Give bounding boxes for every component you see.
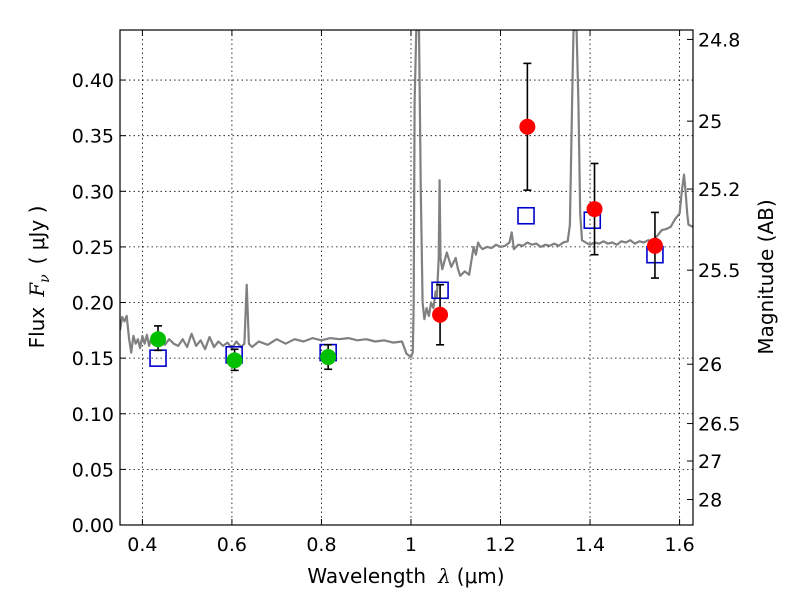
y-tick-label: 0.00 — [72, 515, 114, 537]
plot-frame — [119, 29, 694, 526]
optical-photometry-point — [320, 349, 337, 366]
y2-tick-label: 26.5 — [698, 414, 740, 436]
y2-tick-label: 25 — [698, 111, 722, 133]
y-axis-label: Flux Fν ( μJy ) — [25, 206, 53, 349]
x-tick-label: 0.6 — [217, 534, 247, 556]
x-axis-label-unit: (μm) — [457, 564, 505, 588]
optical-photometry-point — [150, 331, 167, 348]
y-tick-label: 0.40 — [72, 70, 114, 92]
grid — [120, 30, 693, 525]
x-tick-label: 1.4 — [575, 534, 605, 556]
x-tick-label: 1 — [405, 534, 417, 556]
x-tick-label: 0.4 — [127, 534, 157, 556]
x-tick-label: 1.2 — [485, 534, 515, 556]
x-axis-label: Wavelength λ (μm) — [307, 564, 504, 588]
y-tick-label: 0.25 — [72, 237, 114, 259]
y2-tick-label: 28 — [698, 490, 722, 512]
y2-tick-label: 26 — [698, 354, 722, 376]
x-tick-label: 0.8 — [306, 534, 336, 556]
nir-photometry-point — [432, 306, 449, 323]
y-axis-label-var: F — [25, 282, 49, 298]
y-axis-label-unit: ( μJy ) — [25, 206, 49, 265]
y2-tick-label: 24.8 — [698, 29, 740, 51]
nir-photometry-point — [519, 118, 536, 135]
y2-tick-label: 25.5 — [698, 260, 740, 282]
optical-photometry-point — [226, 352, 243, 369]
y2-tick-label: 27 — [698, 451, 722, 473]
x-axis-label-prefix: Wavelength — [307, 564, 426, 588]
y-tick-label: 0.20 — [72, 293, 114, 315]
y-tick-label: 0.30 — [72, 181, 114, 203]
y-tick-label: 0.15 — [72, 348, 114, 370]
spectrum-line — [120, 30, 693, 359]
y-tick-label: 0.35 — [72, 126, 114, 148]
model-photometry-square — [517, 206, 535, 225]
y-tick-label: 0.05 — [72, 459, 114, 481]
y-axis-label-prefix: Flux — [25, 307, 49, 349]
nir-photometry-point — [646, 237, 663, 254]
y2-tick-label: 25.2 — [698, 179, 740, 201]
y-tick-label: 0.10 — [72, 404, 114, 426]
y2-axis-label: Magnitude (AB) — [754, 199, 778, 354]
x-axis-label-var: λ — [437, 564, 451, 588]
nir-photometry-point — [586, 201, 603, 218]
axes: 0.4 0.6 0.8 1 1.2 1.4 1.6 0.00 0.05 0.10 0.15 0.20 0… — [72, 29, 741, 556]
x-tick-label: 1.6 — [664, 534, 694, 556]
plot-area — [120, 30, 693, 372]
y-axis-label-sub: ν — [37, 274, 53, 283]
